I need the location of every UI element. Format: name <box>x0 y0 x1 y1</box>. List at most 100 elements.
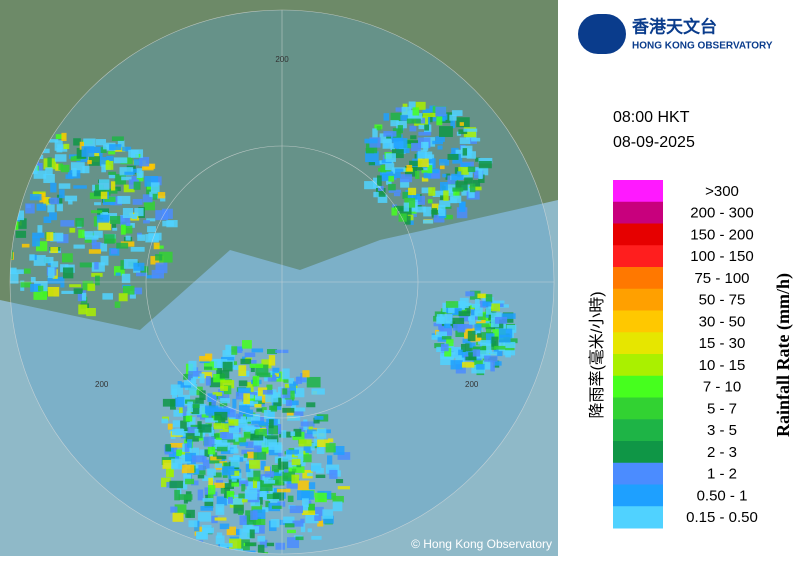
echo <box>185 478 195 485</box>
echo <box>174 504 187 515</box>
echo <box>460 343 466 353</box>
echo <box>237 539 250 551</box>
echo <box>468 187 475 198</box>
echo <box>450 120 456 129</box>
echo <box>216 367 222 378</box>
echo <box>453 189 460 199</box>
echo <box>429 105 436 113</box>
echo <box>256 408 263 412</box>
echo <box>101 164 107 173</box>
echo <box>202 476 214 482</box>
echo <box>171 388 178 398</box>
echo <box>136 272 148 277</box>
echo <box>43 197 51 206</box>
echo <box>238 380 248 387</box>
echo <box>54 154 67 162</box>
echo <box>400 179 410 188</box>
echo <box>441 205 452 209</box>
echo <box>192 447 200 457</box>
echo <box>43 216 52 223</box>
echo <box>184 443 190 453</box>
echo <box>300 373 307 383</box>
legend-label: 150 - 200 <box>690 226 753 243</box>
echo <box>404 198 416 208</box>
echo <box>390 120 399 127</box>
echo <box>228 419 239 426</box>
echo <box>159 251 173 263</box>
echo <box>220 486 226 494</box>
echo <box>423 206 432 217</box>
legend-swatch <box>613 441 663 464</box>
echo <box>312 431 319 437</box>
echo <box>143 220 150 224</box>
echo <box>421 170 433 174</box>
echo <box>10 269 24 275</box>
echo <box>451 147 459 158</box>
legend-swatch <box>613 223 663 246</box>
echo <box>194 428 201 436</box>
echo <box>451 303 466 309</box>
echo <box>218 389 230 400</box>
echo <box>141 266 149 276</box>
echo <box>444 323 451 329</box>
echo <box>442 173 447 178</box>
echo <box>82 165 90 174</box>
echo <box>484 314 489 318</box>
echo <box>100 191 108 199</box>
echo <box>455 181 468 191</box>
echo <box>197 464 206 471</box>
echo <box>259 491 267 498</box>
echo <box>129 290 136 299</box>
echo <box>498 328 513 339</box>
echo <box>30 277 36 283</box>
echo <box>213 359 228 369</box>
echo <box>33 170 47 179</box>
echo <box>477 293 487 299</box>
echo <box>437 113 448 120</box>
echo <box>485 307 492 315</box>
echo <box>139 170 144 178</box>
echo <box>385 153 396 162</box>
echo <box>176 449 182 457</box>
echo <box>197 474 205 479</box>
echo <box>214 411 228 421</box>
echo <box>458 349 463 356</box>
echo <box>33 290 48 300</box>
echo <box>395 107 406 112</box>
echo <box>310 463 322 472</box>
echo <box>182 406 188 417</box>
echo <box>81 231 93 237</box>
echo <box>60 220 75 227</box>
echo <box>146 218 156 222</box>
echo <box>253 476 260 482</box>
echo <box>411 193 420 202</box>
echo <box>238 480 249 487</box>
echo <box>298 439 312 447</box>
echo <box>188 520 198 528</box>
echo <box>469 330 482 342</box>
echo <box>170 443 184 448</box>
echo <box>120 224 126 235</box>
legend-swatch <box>613 288 663 311</box>
echo <box>292 466 305 473</box>
legend-label: 75 - 100 <box>694 270 749 287</box>
echo <box>162 398 176 407</box>
echo <box>247 470 261 482</box>
legend-title-chinese: 降雨率(毫米/小時) <box>587 291 606 418</box>
echo <box>91 273 103 277</box>
echo <box>275 542 286 550</box>
ring-label: 200 <box>95 380 109 389</box>
echo <box>277 479 291 484</box>
echo <box>317 520 324 527</box>
echo <box>134 208 144 217</box>
echo <box>166 468 174 478</box>
echo <box>458 202 466 212</box>
echo <box>191 404 200 415</box>
echo <box>185 433 199 442</box>
echo <box>55 163 61 171</box>
echo <box>78 229 85 239</box>
echo <box>220 385 228 391</box>
echo <box>187 401 193 413</box>
echo <box>94 261 99 270</box>
echo <box>417 158 429 168</box>
